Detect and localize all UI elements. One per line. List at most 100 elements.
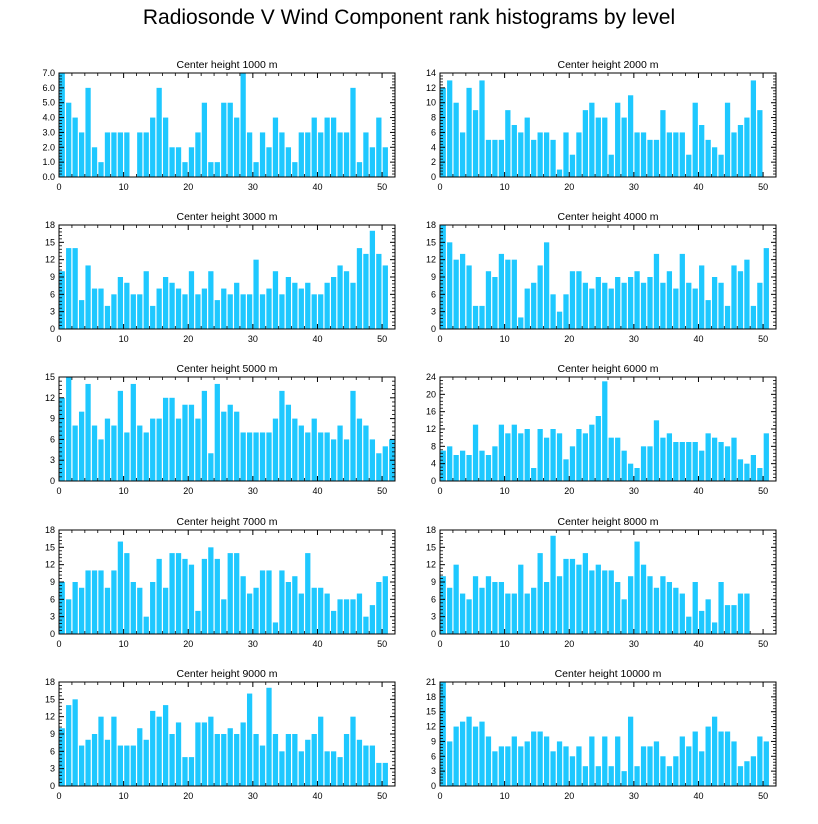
bar	[699, 610, 705, 634]
bar	[653, 253, 660, 329]
bar	[169, 282, 175, 329]
bar	[324, 751, 330, 786]
bar	[143, 739, 149, 786]
bar	[724, 605, 731, 634]
bar	[653, 139, 660, 177]
x-tick-label: 20	[183, 182, 193, 192]
bar	[246, 432, 253, 481]
bar	[505, 259, 511, 329]
bar	[272, 622, 279, 634]
bar	[537, 553, 543, 634]
bar	[459, 450, 466, 481]
bar	[724, 446, 731, 481]
bar	[679, 736, 685, 786]
bar	[466, 599, 472, 634]
panel-3: Center height 3000 m 0 10 20 30 40 50 0 3 6 9 12 15 1…	[45, 211, 396, 344]
bar	[356, 162, 363, 177]
bar	[376, 117, 382, 177]
bar	[576, 271, 582, 329]
bar	[156, 288, 162, 329]
bar	[104, 418, 111, 481]
bar	[492, 446, 498, 481]
bar	[640, 564, 647, 634]
bar	[679, 253, 685, 329]
bar	[188, 564, 195, 634]
bar	[666, 582, 673, 634]
bar	[621, 599, 627, 634]
bar	[556, 741, 563, 786]
bar	[98, 716, 104, 786]
bar	[724, 731, 731, 786]
y-tick-label: 12	[45, 560, 55, 570]
x-tick-label: 10	[119, 486, 129, 496]
bar	[143, 271, 149, 329]
bar	[543, 242, 550, 329]
panel-4: Center height 4000 m 0 10 20 30 40 50 0 3 6 9 12 15 1…	[426, 211, 777, 344]
x-tick-label: 30	[629, 639, 639, 649]
bar	[363, 132, 369, 177]
bar	[699, 751, 705, 786]
bar	[150, 418, 156, 481]
bar	[59, 73, 65, 177]
bar	[214, 558, 220, 634]
bar	[156, 418, 162, 481]
bar	[169, 734, 175, 786]
bar	[699, 450, 705, 481]
bar	[227, 404, 233, 481]
bar	[298, 593, 304, 634]
bar	[718, 582, 724, 634]
bar	[59, 271, 65, 329]
x-tick-label: 0	[437, 334, 442, 344]
bar	[259, 294, 266, 329]
bar	[466, 265, 472, 329]
x-tick-label: 20	[564, 791, 574, 801]
x-tick-label: 20	[564, 486, 574, 496]
x-tick-label: 10	[119, 334, 129, 344]
bar	[621, 771, 627, 786]
bar	[311, 418, 317, 481]
bar	[234, 117, 240, 177]
bar	[737, 271, 744, 329]
bar	[640, 282, 647, 329]
bar	[537, 731, 543, 786]
bar	[492, 582, 498, 634]
bar	[279, 132, 285, 177]
bar	[356, 418, 363, 481]
y-tick-label: 3	[50, 764, 55, 774]
bar	[724, 102, 731, 177]
bar	[330, 277, 337, 329]
y-tick-label: 0	[50, 324, 55, 334]
x-tick-label: 10	[500, 182, 510, 192]
bar	[750, 756, 757, 786]
bar	[479, 587, 485, 634]
bar	[156, 716, 162, 786]
bar	[85, 570, 91, 634]
bar	[627, 463, 634, 481]
bar	[466, 455, 472, 481]
y-tick-label: 12	[426, 424, 436, 434]
bar	[705, 726, 711, 786]
bar	[169, 147, 175, 177]
bar	[666, 766, 673, 786]
y-tick-label: 3	[431, 612, 436, 622]
bar	[182, 757, 188, 786]
y-tick-label: 0	[50, 629, 55, 639]
bar	[111, 425, 117, 481]
bar	[208, 716, 214, 786]
x-tick-label: 20	[183, 486, 193, 496]
y-tick-label: 15	[45, 694, 55, 704]
bar	[505, 593, 511, 634]
bar	[201, 722, 208, 786]
bar	[240, 576, 246, 634]
bar	[259, 432, 266, 481]
bar	[221, 411, 227, 481]
bar	[750, 80, 757, 177]
bar	[660, 437, 666, 481]
bar	[556, 169, 563, 177]
bar	[660, 576, 666, 634]
bar	[337, 132, 343, 177]
bar	[466, 716, 472, 786]
bar	[285, 277, 292, 329]
bar	[330, 439, 337, 481]
bar	[511, 259, 517, 329]
